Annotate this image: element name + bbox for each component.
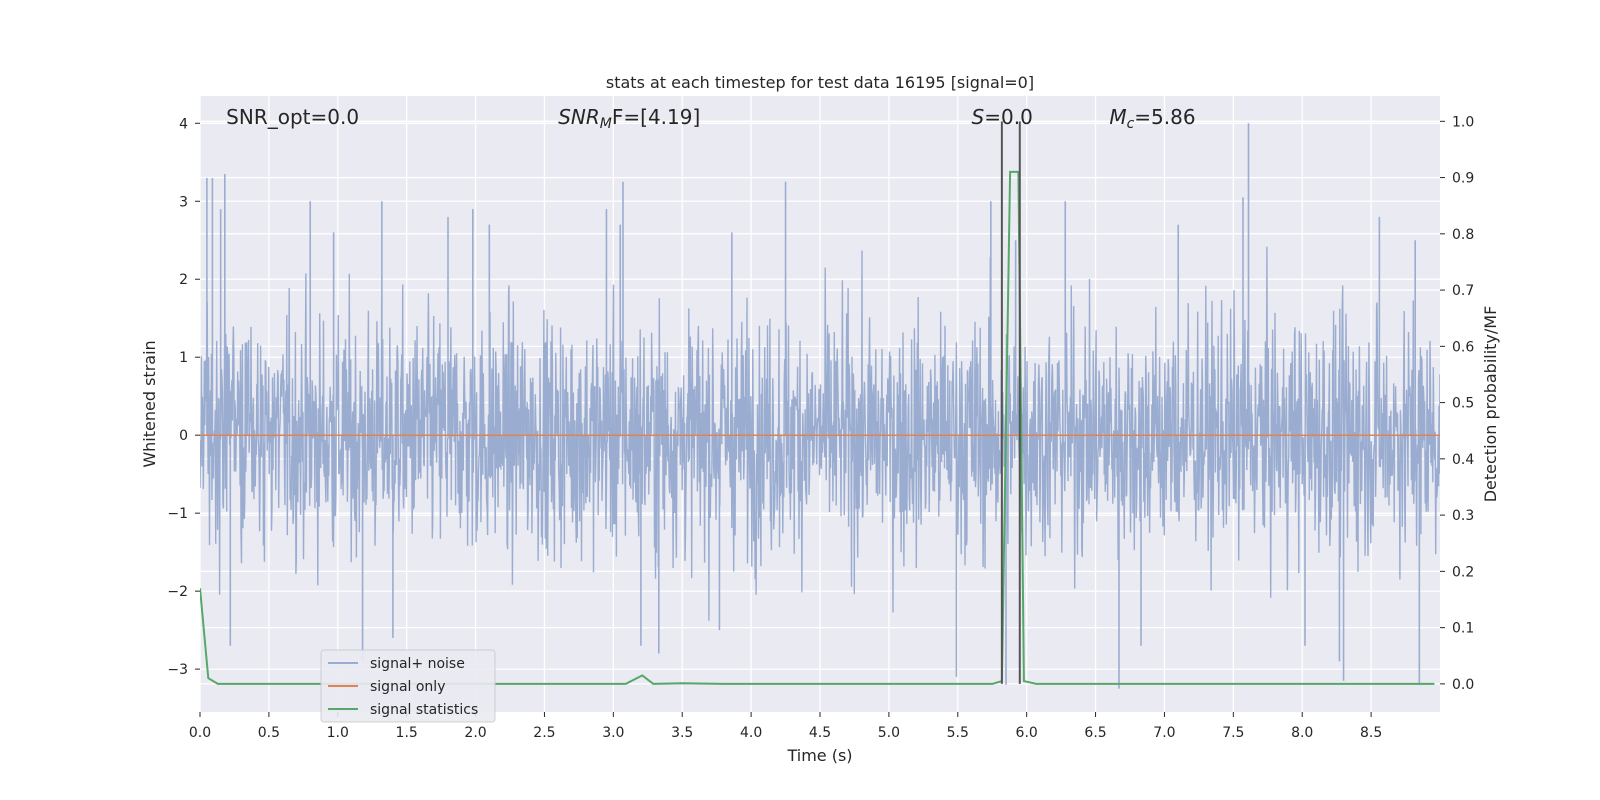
x-tick-label: 2.0	[464, 725, 486, 741]
x-tick-label: 0.0	[189, 725, 211, 741]
y-tick-label-right: 0.9	[1452, 171, 1474, 187]
y-tick-label: 1	[179, 350, 188, 366]
x-tick-label: 3.0	[602, 725, 624, 741]
x-tick-label: 3.5	[671, 725, 693, 741]
y-tick-label-right: 0.8	[1452, 227, 1474, 243]
y-tick-label-right: 0.1	[1452, 621, 1474, 637]
annotation: Mc=5.86	[1109, 105, 1195, 132]
y-tick-label: 3	[179, 194, 188, 210]
x-tick-label: 0.5	[258, 725, 280, 741]
x-tick-label: 5.0	[878, 725, 900, 741]
y-tick-label: −1	[167, 506, 188, 522]
x-tick-label: 4.5	[809, 725, 831, 741]
x-tick-label: 2.5	[533, 725, 555, 741]
y-tick-label-right: 0.0	[1452, 677, 1474, 693]
annotation: SNRMF=[4.19]	[558, 105, 700, 132]
legend-label-signal-noise: signal+ noise	[370, 656, 465, 672]
legend-label-signal-only: signal only	[370, 679, 445, 695]
y-tick-label-right: 0.3	[1452, 508, 1474, 524]
annotation: SNR_opt=0.0	[226, 105, 359, 129]
x-tick-label: 7.5	[1222, 725, 1244, 741]
annotation: S=0.0	[972, 105, 1033, 129]
y-tick-label: −3	[167, 662, 188, 678]
y-tick-label: 0	[179, 428, 188, 444]
y-tick-label: −2	[167, 584, 188, 600]
x-tick-label: 6.0	[1016, 725, 1038, 741]
y-axis-label-right: Detection probability/MF	[1481, 306, 1500, 503]
axes: 0.0 0.5 1.0 1.5 2.0 2.5 3.0 3.5 4.0 4.5 5.0 5.5 6.0 6…	[167, 114, 1474, 741]
legend: signal+ noise signal only signal statist…	[320, 649, 496, 723]
legend-label-signal-statistics: signal statistics	[370, 702, 478, 718]
y-tick-label-right: 0.7	[1452, 283, 1474, 299]
y-axis-label: Whitened strain	[140, 340, 159, 467]
annotations: SNR_opt=0.0 SNRMF=[4.19] S=0.0 Mc=5.86	[226, 105, 1195, 132]
vertical-lines	[1000, 121, 1021, 684]
y-tick-label-right: 0.6	[1452, 339, 1474, 355]
y-tick-label: 2	[179, 272, 188, 288]
x-tick-label: 8.0	[1291, 725, 1313, 741]
x-tick-label: 8.5	[1360, 725, 1382, 741]
legend-box	[320, 649, 496, 723]
x-tick-label: 7.0	[1153, 725, 1175, 741]
y-tick-label-right: 0.4	[1452, 452, 1474, 468]
y-tick-label: 4	[179, 116, 188, 132]
x-tick-label: 1.5	[396, 725, 418, 741]
series-signal-noise	[200, 246, 1440, 621]
x-tick-label: 1.0	[327, 725, 349, 741]
x-tick-label: 6.5	[1084, 725, 1106, 741]
y-tick-label-right: 0.2	[1452, 564, 1474, 580]
y-tick-label-right: 1.0	[1452, 114, 1474, 130]
y-tick-label-right: 0.5	[1452, 396, 1474, 412]
chart-title: stats at each timestep for test data 161…	[606, 73, 1034, 92]
x-tick-label: 4.0	[740, 725, 762, 741]
x-tick-label: 5.5	[947, 725, 969, 741]
x-axis-label: Time (s)	[786, 746, 852, 765]
